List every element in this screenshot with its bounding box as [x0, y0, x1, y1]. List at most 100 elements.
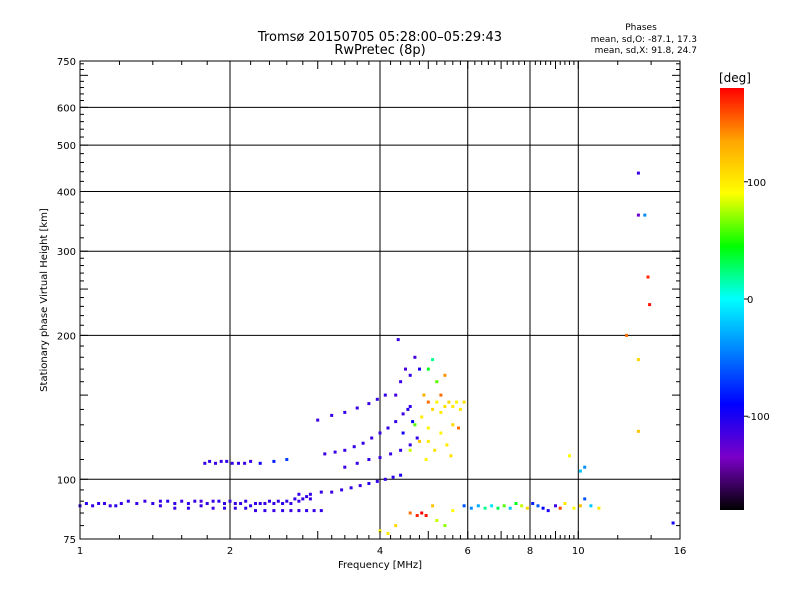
x-axis: 1 2 4 6 8 10 16 [77, 61, 686, 557]
echo-point [426, 439, 430, 443]
echo-point [214, 461, 217, 465]
echo-point [355, 461, 359, 465]
echo-point [418, 367, 421, 371]
x-axis-label: Frequency [MHz] [338, 560, 422, 571]
echo-point [208, 459, 212, 463]
colorbar-tick-label: 100 [747, 178, 766, 189]
echo-point [583, 465, 587, 469]
echo-point [424, 514, 428, 517]
echo-point [502, 504, 506, 508]
echo-point [408, 511, 412, 515]
echo-point [426, 367, 430, 371]
echo-point [636, 358, 640, 362]
echo-point [367, 402, 371, 406]
echo-point [349, 486, 353, 490]
echo-point [431, 407, 435, 411]
echo-point [97, 502, 101, 505]
echo-point [343, 465, 347, 469]
echo-point [646, 275, 650, 279]
echo-point [394, 524, 398, 528]
echo-point [469, 506, 473, 510]
echo-point [451, 423, 455, 427]
echo-point [330, 413, 334, 417]
echo-point [525, 506, 529, 510]
echo-point [389, 452, 393, 456]
x-tick-label: 10 [572, 546, 585, 557]
echo-point [343, 448, 347, 452]
echo-point [439, 393, 443, 397]
echo-point [285, 499, 289, 503]
echo-point [367, 482, 371, 485]
echo-point [143, 499, 147, 503]
echo-point [406, 407, 410, 411]
echo-point [411, 420, 415, 424]
echo-point [219, 459, 223, 463]
echo-point [114, 504, 118, 508]
echo-point [319, 509, 323, 513]
echo-point [254, 509, 257, 513]
echo-point [330, 490, 334, 494]
echo-point [293, 497, 297, 501]
echo-point [370, 436, 374, 440]
chart-subtitle: RwPretec (8p) [334, 43, 425, 58]
echo-point [435, 400, 439, 404]
echo-point [193, 499, 197, 503]
echo-points [78, 171, 675, 535]
echo-point [408, 448, 412, 452]
echo-point [422, 393, 426, 397]
y-tick-label: 200 [57, 331, 76, 342]
echo-point [597, 506, 601, 510]
echo-point [536, 504, 540, 508]
echo-point [508, 506, 512, 510]
x-tick-label: 6 [465, 546, 471, 557]
echo-point [199, 504, 203, 508]
echo-point [244, 499, 248, 503]
echo-point [648, 303, 652, 307]
echo-point [514, 502, 518, 505]
echo-point [225, 459, 229, 463]
echo-point [378, 529, 382, 533]
echo-point [420, 415, 424, 419]
echo-point [233, 502, 237, 505]
y-axis-label: Stationary phase Virtual Height [km] [39, 208, 50, 392]
echo-point [433, 448, 437, 452]
echo-point [458, 407, 462, 411]
echo-point [352, 445, 356, 449]
echo-point [443, 405, 447, 408]
echo-point [386, 426, 390, 430]
echo-point [636, 171, 640, 175]
echo-point [361, 441, 365, 445]
echo-point [449, 454, 453, 458]
echo-point [490, 504, 494, 508]
echo-point [173, 502, 177, 505]
echo-point [84, 502, 88, 505]
echo-point [483, 506, 487, 510]
echo-point [625, 333, 629, 337]
echo-point [258, 502, 262, 505]
echo-point [186, 506, 190, 510]
echo-point [289, 502, 293, 505]
echo-point [263, 502, 267, 505]
x-tick-label: 2 [227, 546, 233, 557]
echo-point [589, 504, 593, 508]
echo-point [243, 461, 247, 465]
y-tick-label: 750 [57, 57, 76, 68]
echo-point [203, 461, 207, 465]
echo-point [408, 405, 412, 408]
echo-point [285, 458, 289, 461]
echo-point [297, 499, 301, 503]
echo-point [343, 410, 347, 414]
y-tick-label: 300 [57, 247, 76, 258]
echo-point [230, 461, 234, 465]
x-tick-label: 4 [377, 546, 383, 557]
echo-point [636, 429, 640, 433]
echo-point [413, 355, 417, 359]
echo-point [173, 506, 177, 510]
echo-point [316, 418, 320, 422]
echo-point [462, 400, 466, 404]
echo-point [237, 461, 240, 465]
echo-point [276, 499, 280, 503]
echo-point [435, 380, 439, 384]
